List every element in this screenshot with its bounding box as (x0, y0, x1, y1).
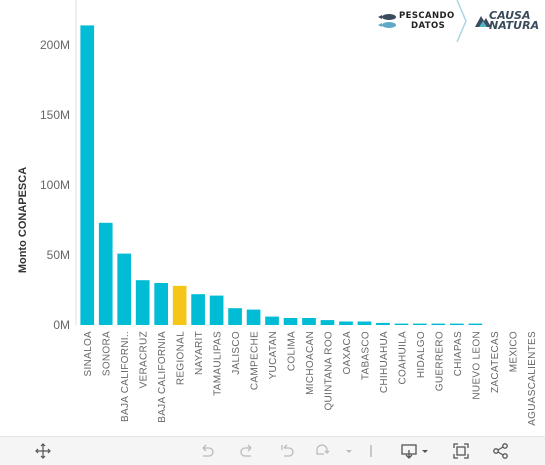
bar-chart: 0M 50M 100M 150M 200M SINALOA SONORA BAJA CALIF… (40, 0, 538, 426)
causa-natura-logo: CAUSA NATURA (475, 9, 545, 34)
x-tick-label: SINALOA (83, 331, 94, 376)
bar[interactable] (172, 285, 187, 325)
x-tick-label: BAJA CALIFORNIA (157, 331, 168, 423)
x-tick-label: CHIHUAHUA (379, 331, 390, 393)
bar[interactable] (265, 316, 279, 325)
x-tick-label: MICHOACAN (305, 331, 316, 395)
y-tick-label: 0M (53, 318, 70, 332)
x-tick-label: OAXACA (342, 331, 353, 375)
y-tick-label: 200M (40, 38, 70, 52)
natura-text: NATURA (489, 19, 540, 32)
bar[interactable] (80, 25, 95, 326)
bar[interactable] (209, 295, 224, 325)
bar[interactable] (376, 322, 390, 325)
causa-text: CAUSA (489, 9, 531, 22)
x-tick-label: REGIONAL (176, 331, 187, 385)
fullscreen-icon[interactable] (452, 442, 470, 460)
x-tick-label: ZACATECAS (490, 331, 501, 393)
pescando-text: PESCANDO (399, 11, 455, 21)
x-tick-label: QUINTANA ROO (323, 331, 334, 411)
chart-area: Monto CONAPESCA 0M 50M 100M 150M 200M SINALOA… (17, 0, 545, 426)
bar[interactable] (302, 318, 316, 325)
x-tick-label: VERACRUZ (139, 331, 150, 388)
x-tick-label: NAYARIT (194, 331, 205, 375)
bar[interactable] (357, 321, 372, 326)
datos-text: DATOS (411, 21, 446, 31)
y-tick-label: 100M (40, 178, 70, 192)
x-tick-label: HIDALGO (416, 331, 427, 378)
mountain-icon (475, 16, 491, 27)
revert-icon[interactable] (278, 442, 296, 460)
y-tick-label: 50M (47, 248, 70, 262)
x-tick-label: NUEVO LEON (471, 331, 482, 400)
x-tick-label: CAMPECHE (250, 331, 261, 390)
bar[interactable] (154, 283, 168, 325)
bar[interactable] (413, 323, 427, 325)
bar[interactable] (339, 321, 353, 326)
pescando-datos-logo: PESCANDO DATOS (377, 9, 455, 33)
share-icon[interactable] (492, 442, 510, 460)
bar[interactable] (431, 323, 446, 325)
x-tick-label: SONORA (102, 331, 113, 376)
x-tick-label: COAHUILA (397, 331, 408, 385)
bar[interactable] (117, 253, 132, 325)
x-tick-label: GUERRERO (434, 331, 445, 391)
bar[interactable] (98, 222, 113, 325)
x-tick-label: BAJA CALIFORNI.. (120, 331, 131, 422)
bar[interactable] (320, 320, 335, 325)
logos: PESCANDO DATOS CAUSA NATURA (367, 0, 545, 42)
move-icon[interactable] (34, 442, 52, 460)
x-tick-label: CHIAPAS (453, 331, 464, 376)
x-tick-label: COLIMA (287, 331, 298, 371)
bar[interactable] (468, 323, 483, 325)
y-tick-label: 150M (40, 108, 70, 122)
x-tick-label: TABASCO (360, 331, 371, 380)
x-tick-label: AGUASCALIENTES (527, 331, 538, 426)
redo-icon[interactable] (238, 442, 256, 460)
x-tick-label: JALISCO (231, 331, 242, 375)
x-tick-label: MEXICO (508, 331, 519, 372)
x-tick-label: YUCATAN (268, 331, 279, 379)
bar[interactable] (135, 280, 150, 325)
bar[interactable] (246, 309, 261, 325)
undo-icon[interactable] (198, 442, 216, 460)
viz-toolbar (0, 436, 545, 465)
download-icon[interactable] (400, 442, 432, 460)
toolbar-separator (367, 442, 375, 460)
x-tick-label: TAMAULIPAS (213, 331, 224, 396)
bar[interactable] (394, 323, 409, 325)
logo-divider (456, 0, 467, 42)
refresh-icon[interactable] (314, 442, 354, 460)
bar[interactable] (450, 323, 464, 325)
bar[interactable] (228, 308, 242, 325)
bar[interactable] (283, 318, 298, 325)
fish-icon (378, 14, 396, 28)
bar[interactable] (191, 294, 205, 325)
